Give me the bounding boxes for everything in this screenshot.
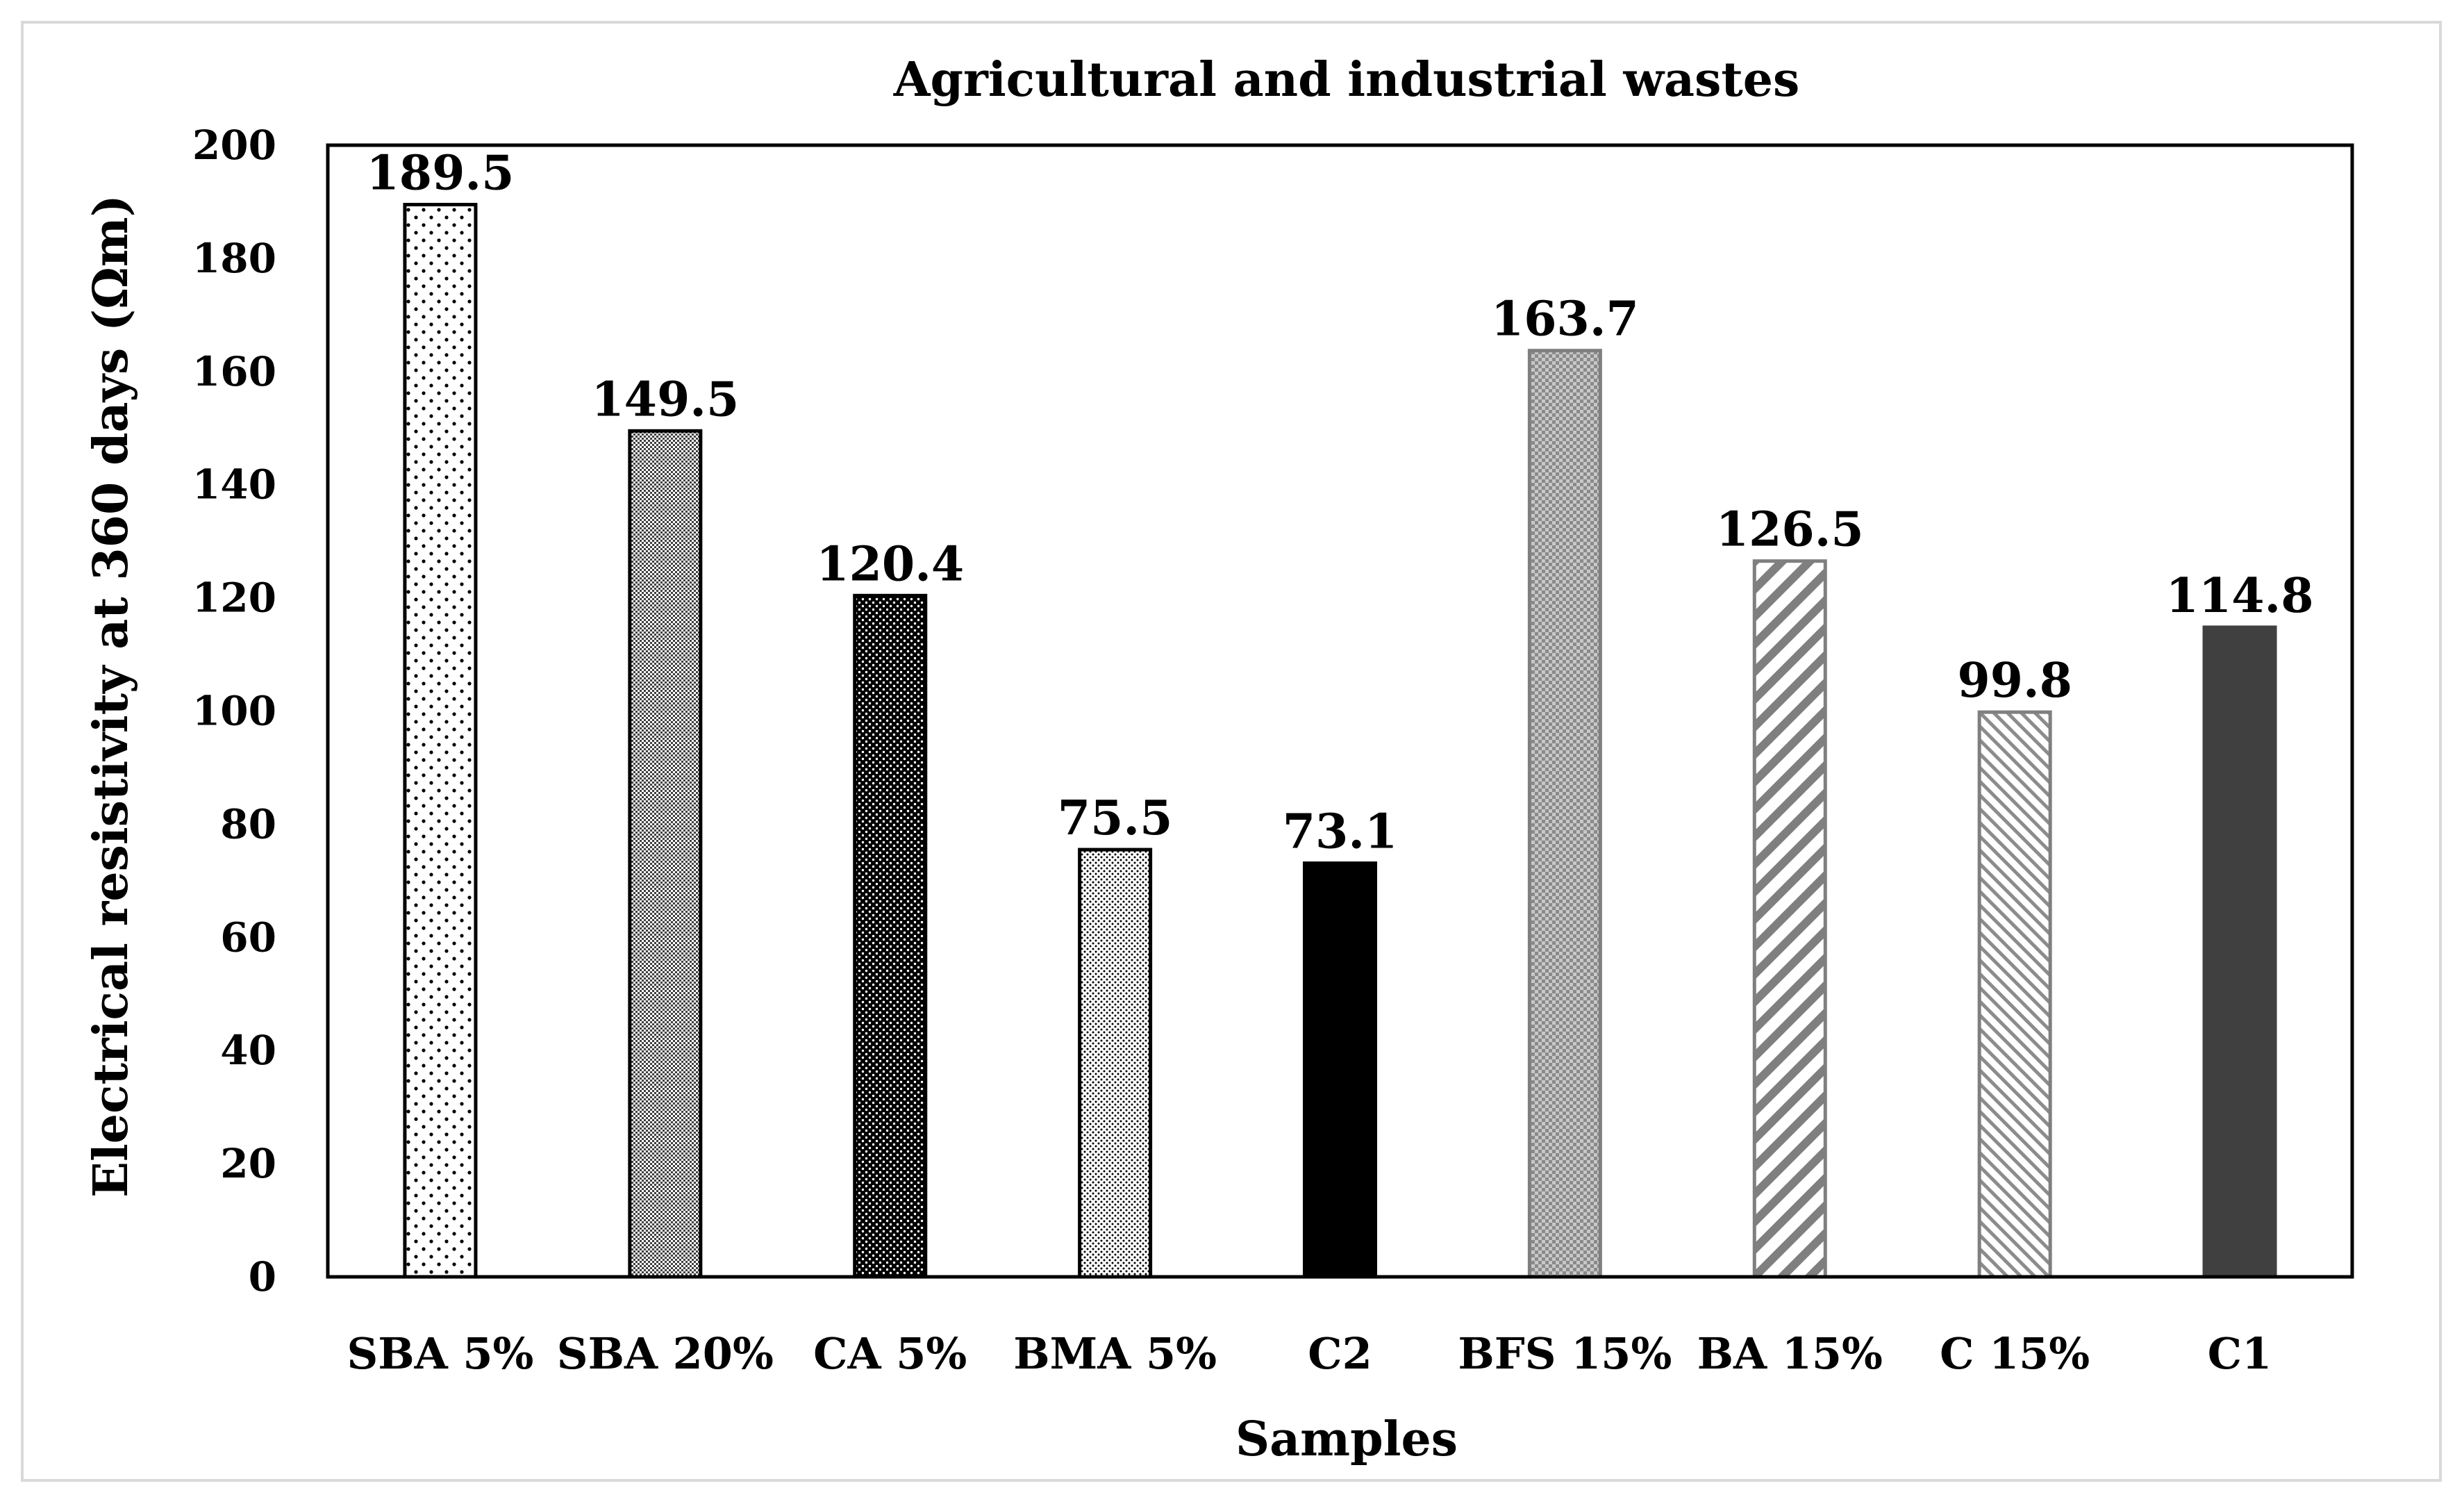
bar-value-label: 114.8: [2166, 568, 2314, 624]
y-tick-label: 0: [249, 1253, 276, 1300]
x-tick-label: C 15%: [1940, 1328, 2090, 1379]
bar: [1527, 349, 1602, 1279]
x-tick-label: BA 15%: [1697, 1328, 1883, 1379]
bar: [403, 203, 478, 1279]
bar: [628, 429, 703, 1279]
bar: [2202, 625, 2277, 1279]
y-tick-label: 160: [192, 348, 276, 395]
bar: [1977, 710, 2052, 1279]
x-tick-label: C2: [1308, 1328, 1372, 1379]
plot-area: [326, 143, 2354, 1279]
bar-value-label: 75.5: [1058, 791, 1173, 846]
bar-value-label: 126.5: [1716, 502, 1864, 558]
y-tick-label: 200: [192, 122, 276, 169]
chart-title: Agricultural and industrial wastes: [893, 52, 1800, 108]
x-tick-label: C1: [2208, 1328, 2272, 1379]
y-tick-label: 100: [192, 688, 276, 735]
y-tick-label: 40: [220, 1027, 276, 1074]
bar: [853, 593, 928, 1279]
bar-value-label: 120.4: [816, 536, 964, 592]
y-axis-ticks: 0 20 40 60 80 100 120 140 160 180 200: [192, 122, 276, 1300]
x-tick-label: BFS 15%: [1458, 1328, 1672, 1379]
y-axis-label: Electrical resistivity at 360 days (Ωm): [83, 195, 139, 1198]
x-axis-ticks: SBA 5% SBA 20% CA 5% BMA 5% C2 BFS 15% BA 15% C…: [347, 1328, 2272, 1379]
bar: [1752, 559, 1827, 1279]
bar-value-label: 149.5: [591, 372, 739, 427]
x-axis-label: Samples: [1235, 1412, 1458, 1467]
y-tick-label: 180: [192, 235, 276, 282]
y-tick-label: 20: [220, 1140, 276, 1187]
y-tick-label: 60: [220, 914, 276, 961]
y-tick-label: 140: [192, 461, 276, 509]
bar-value-label: 73.1: [1283, 804, 1398, 860]
x-tick-label: SBA 5%: [347, 1328, 533, 1379]
bar: [1078, 848, 1153, 1279]
x-tick-label: BMA 5%: [1013, 1328, 1217, 1379]
x-tick-label: CA 5%: [813, 1328, 967, 1379]
bar-value-label: 163.7: [1491, 292, 1639, 347]
bar-value-label: 189.5: [366, 146, 514, 201]
bars: [403, 203, 2277, 1279]
x-tick-label: SBA 20%: [557, 1328, 774, 1379]
y-tick-label: 120: [192, 575, 276, 622]
bar: [1303, 861, 1377, 1279]
value-labels: 189.5 149.5 120.4 75.5 73.1 163.7 126.5 99.8 114…: [366, 146, 2313, 860]
y-tick-label: 80: [220, 800, 276, 848]
bar-value-label: 99.8: [1957, 653, 2072, 709]
